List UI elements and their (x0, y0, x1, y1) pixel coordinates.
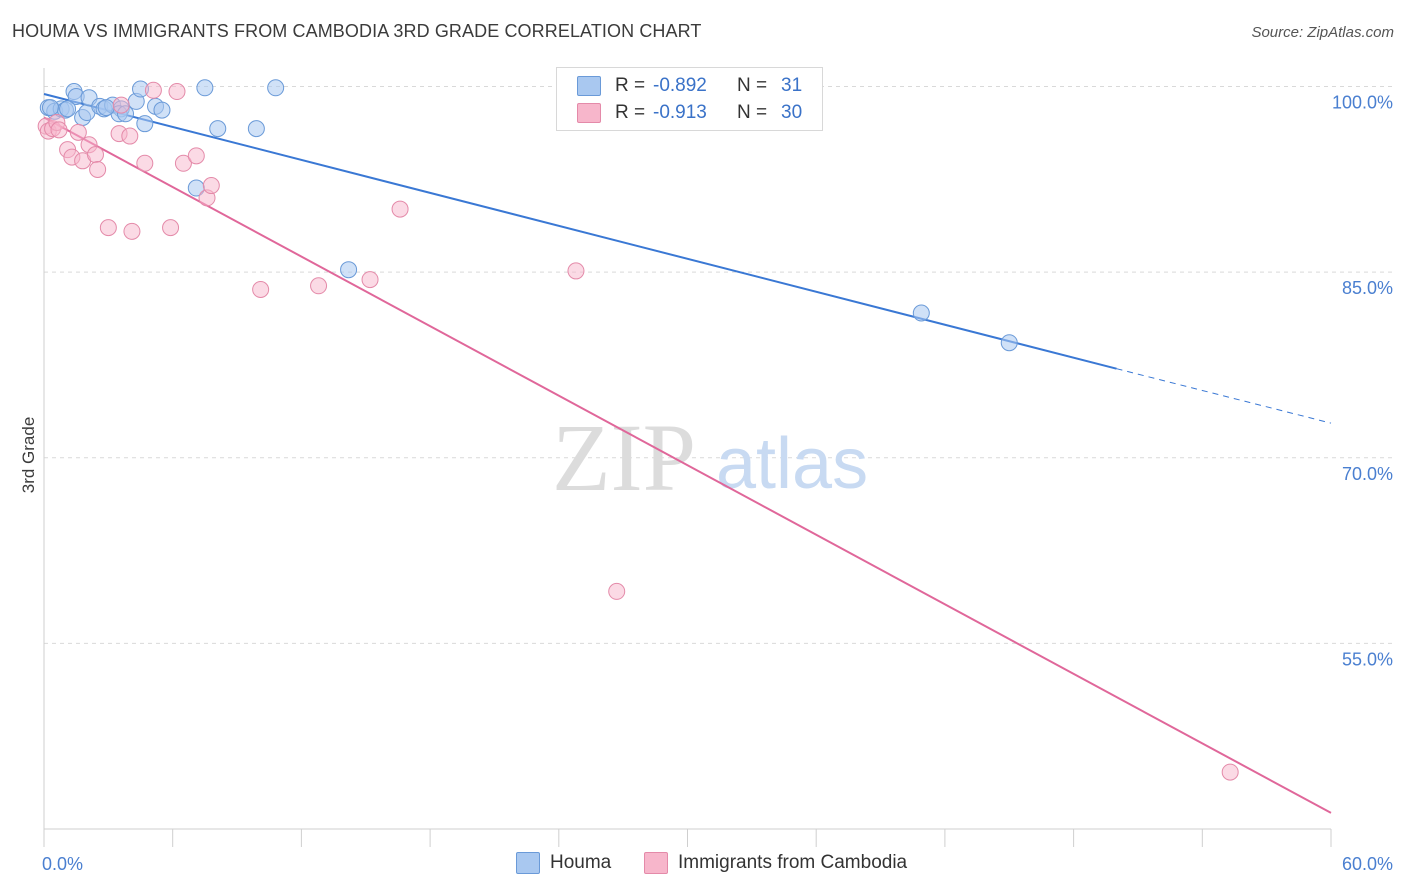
data-point-houma (912, 304, 930, 322)
data-point-cambodia (136, 154, 154, 172)
legend-swatch-houma (516, 852, 540, 874)
x-tick-label: 60.0% (1342, 854, 1393, 874)
data-point-houma (1000, 334, 1018, 352)
data-point-cambodia (608, 582, 626, 600)
source-credit: Source: ZipAtlas.com (1251, 24, 1394, 41)
data-point-cambodia (361, 271, 379, 289)
data-point-houma (153, 101, 171, 119)
data-point-cambodia (391, 200, 409, 218)
n-value-houma: 31 (781, 75, 803, 96)
data-point-houma (41, 99, 59, 117)
data-point-houma (267, 79, 285, 97)
n-value-cambodia: 30 (781, 102, 803, 123)
data-point-houma (196, 79, 214, 97)
data-point-houma (97, 99, 115, 117)
data-point-cambodia (187, 147, 205, 165)
data-point-cambodia (123, 222, 141, 240)
legend-item-cambodia[interactable]: Immigrants from Cambodia (644, 852, 907, 874)
legend-swatch-cambodia (644, 852, 668, 874)
data-point-houma (136, 115, 154, 133)
r-value-houma: -0.892 (653, 75, 707, 96)
data-point-cambodia (89, 160, 107, 178)
y-tick-label: 85.0% (1342, 278, 1393, 298)
data-point-cambodia (252, 280, 270, 298)
data-point-cambodia (1221, 763, 1239, 781)
r-value-cambodia: -0.913 (653, 102, 707, 123)
y-tick-label: 70.0% (1342, 464, 1393, 484)
r-label: R = (615, 75, 646, 96)
points-layer (37, 79, 1239, 781)
legend-swatch-cambodia (577, 103, 601, 123)
data-point-cambodia (567, 262, 585, 280)
r-label: R = (615, 102, 646, 123)
data-point-cambodia (69, 123, 87, 141)
y-tick-label: 100.0% (1332, 93, 1393, 113)
trend-line-houma-extension (1116, 368, 1332, 424)
n-label: N = (737, 75, 768, 96)
grid-layer (44, 86, 1396, 644)
data-point-houma (209, 120, 227, 138)
legend-label-cambodia: Immigrants from Cambodia (678, 852, 908, 873)
legend-row-cambodia: R = -0.913 N = 30 (577, 100, 802, 126)
chart-title: HOUMA VS IMMIGRANTS FROM CAMBODIA 3RD GR… (12, 21, 702, 41)
data-point-houma (59, 100, 77, 118)
legend-swatch-houma (577, 76, 601, 96)
data-point-cambodia (99, 219, 117, 237)
x-tick-label: 0.0% (42, 854, 83, 874)
data-point-houma (247, 120, 265, 138)
data-point-cambodia (162, 219, 180, 237)
data-point-cambodia (121, 127, 139, 145)
data-point-houma (340, 261, 358, 279)
data-point-cambodia (310, 277, 328, 295)
trend-line-houma (43, 93, 1117, 370)
data-point-cambodia (50, 121, 68, 139)
n-label: N = (737, 102, 768, 123)
trend-line-cambodia (43, 116, 1332, 814)
data-point-cambodia (112, 96, 130, 114)
trend-layer (43, 93, 1332, 814)
data-point-cambodia (168, 83, 186, 101)
data-point-cambodia (86, 146, 104, 164)
series-legend: Houma Immigrants from Cambodia (0, 852, 1406, 878)
correlation-legend: R = -0.892 N = 31 R = -0.913 N = 30 (556, 67, 823, 131)
legend-label-houma: Houma (550, 852, 612, 873)
y-axis-label: 3rd Grade (19, 417, 38, 494)
label-layer: 100.0% 85.0% 70.0% 55.0% 0.0% 60.0% 3rd Grade (19, 93, 1393, 874)
axis-layer (43, 68, 1332, 847)
data-point-cambodia (144, 81, 162, 99)
data-point-cambodia (174, 154, 192, 172)
y-tick-label: 55.0% (1342, 649, 1393, 669)
data-point-cambodia (202, 177, 220, 195)
legend-item-houma[interactable]: Houma (516, 852, 611, 874)
legend-row-houma: R = -0.892 N = 31 (577, 73, 802, 99)
watermark-atlas: atlas (716, 424, 868, 504)
